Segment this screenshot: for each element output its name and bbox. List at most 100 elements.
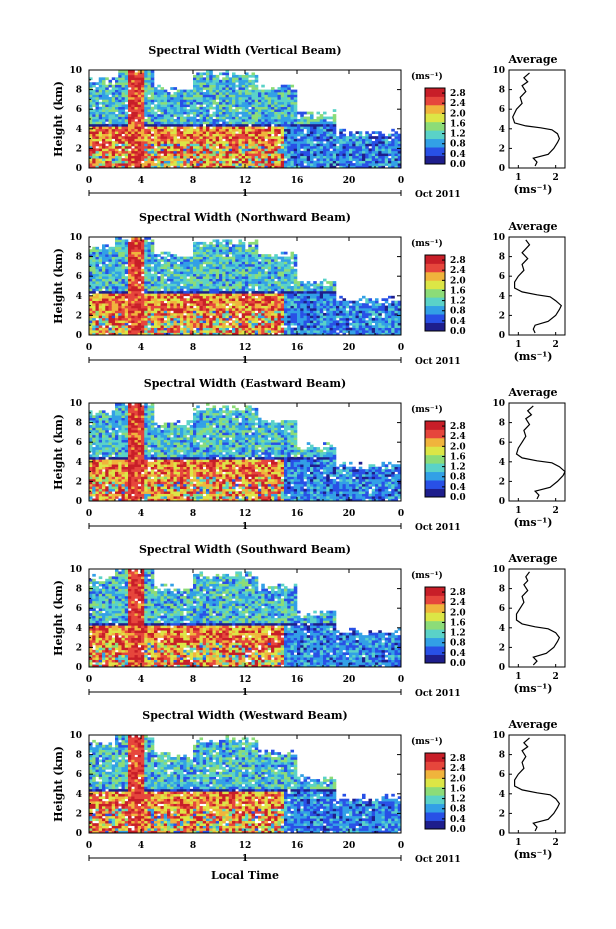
heatmap-cell — [131, 94, 135, 98]
heatmap-cell — [215, 79, 220, 83]
heatmap-cell — [160, 131, 165, 134]
heatmap-cell — [238, 89, 243, 93]
heatmap-cell — [248, 327, 252, 331]
heatmap-cell — [241, 158, 246, 161]
heatmap-cell — [264, 295, 269, 299]
heatmap-cell — [167, 104, 171, 108]
heatmap-cell — [111, 136, 116, 139]
heatmap-cell — [193, 104, 197, 108]
heatmap-cell — [189, 276, 194, 279]
heatmap-cell — [271, 271, 275, 275]
heatmap-cell — [176, 325, 181, 328]
heatmap-cell — [358, 158, 363, 161]
heatmap-cell — [251, 158, 256, 161]
heatmap-cell — [121, 249, 126, 252]
heatmap-cell — [157, 84, 161, 88]
heatmap-cell — [225, 109, 230, 112]
heatmap-cell — [397, 138, 402, 142]
heatmap-cell — [173, 256, 178, 260]
heatmap-cell — [163, 281, 168, 284]
heatmap-cell — [92, 99, 96, 103]
heatmap-cell — [167, 317, 171, 321]
heatmap-cell — [248, 325, 252, 328]
heatmap-cell — [368, 133, 373, 137]
heatmap-cell — [215, 244, 220, 248]
heatmap-cell — [121, 101, 126, 105]
heatmap-cell — [264, 330, 269, 333]
heatmap-cell — [287, 111, 291, 115]
heatmap-cell — [186, 312, 191, 316]
heatmap-cell — [251, 330, 256, 333]
heatmap-cell — [144, 79, 148, 83]
heatmap-cell — [284, 84, 288, 88]
heatmap-cell — [199, 74, 204, 78]
heatmap-cell — [238, 303, 243, 306]
heatmap-cell — [111, 315, 116, 319]
heatmap-cell — [118, 288, 122, 292]
heatmap-cell — [378, 141, 382, 144]
heatmap-cell — [238, 94, 243, 98]
heatmap-cell — [131, 288, 135, 292]
heatmap-cell — [209, 121, 213, 125]
heatmap-cell — [267, 101, 272, 105]
heatmap-cell — [199, 254, 204, 257]
heatmap-cell — [160, 330, 165, 333]
average-title: Average — [507, 53, 557, 66]
x-tick-label: 8 — [190, 176, 196, 186]
heatmap-cell — [319, 150, 324, 154]
heatmap-cell — [349, 153, 353, 157]
heatmap-cell — [134, 249, 139, 252]
heatmap-cell — [277, 278, 282, 282]
heatmap-cell — [378, 153, 382, 157]
heatmap-cell — [92, 111, 96, 115]
heatmap-cell — [375, 165, 379, 169]
heatmap-cell — [115, 244, 119, 248]
heatmap-cell — [124, 320, 129, 324]
heatmap-cell — [271, 104, 275, 108]
heatmap-cell — [111, 271, 116, 275]
heatmap-cell — [137, 141, 142, 144]
heatmap-cell — [124, 96, 129, 100]
heatmap-cell — [274, 153, 278, 157]
heatmap-cell — [144, 74, 148, 78]
heatmap-cell — [219, 143, 223, 147]
heatmap-cell — [225, 251, 230, 255]
heatmap-cell — [310, 119, 314, 122]
heatmap-cell — [124, 244, 129, 248]
heatmap-cell — [238, 104, 243, 108]
heatmap-cell — [280, 128, 285, 132]
heatmap-cell — [251, 138, 256, 142]
heatmap-cell — [355, 136, 360, 139]
colorbar-swatch — [425, 113, 445, 123]
heatmap-cell — [245, 155, 249, 159]
heatmap-cell — [215, 315, 220, 319]
heatmap-cell — [251, 133, 256, 137]
heatmap-cell — [150, 308, 155, 311]
heatmap-cell — [92, 315, 96, 319]
heatmap-cell — [362, 155, 366, 159]
heatmap-cell — [241, 244, 246, 248]
heatmap-cell — [267, 104, 272, 108]
heatmap-cell — [258, 92, 262, 95]
heatmap-cell — [176, 308, 181, 311]
heatmap-cell — [391, 163, 395, 166]
heatmap-cell — [293, 141, 298, 144]
heatmap-cell — [228, 133, 233, 137]
heatmap-cell — [189, 92, 194, 95]
heatmap-cell — [241, 281, 246, 284]
heatmap-cell — [131, 155, 135, 159]
heatmap-cell — [274, 254, 278, 257]
heatmap-cell — [248, 163, 252, 166]
heatmap-cell — [378, 145, 382, 149]
heatmap-cell — [310, 136, 314, 139]
heatmap-cell — [258, 273, 262, 277]
heatmap-cell — [173, 160, 178, 164]
x-tick-label: 16 — [291, 176, 304, 186]
heatmap-cell — [206, 251, 210, 255]
heatmap-cell — [108, 251, 113, 255]
heatmap-cell — [339, 148, 343, 152]
heatmap-cell — [134, 133, 139, 137]
heatmap-cell — [219, 288, 223, 292]
heatmap-cell — [254, 136, 259, 139]
heatmap-cell — [212, 283, 217, 287]
